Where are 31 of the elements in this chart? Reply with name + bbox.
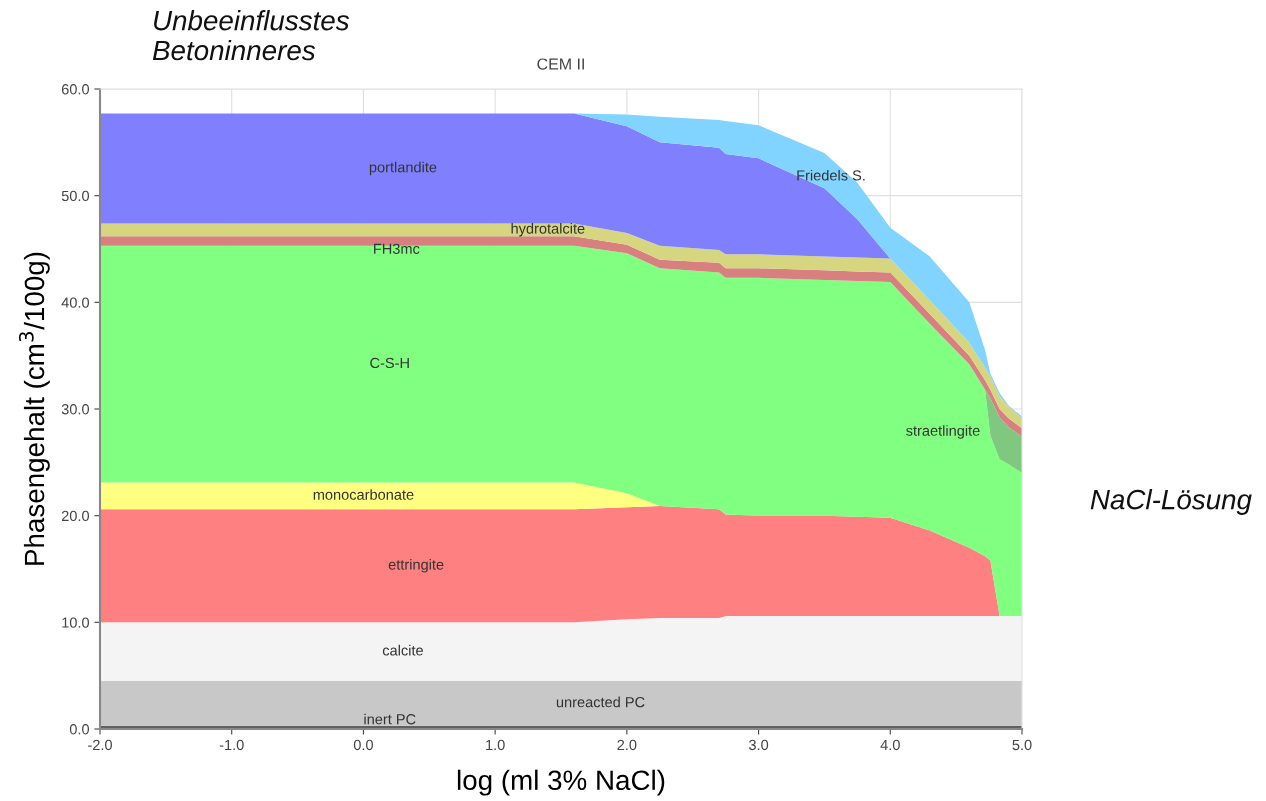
x-axis-title: log (ml 3% NaCl) [457,769,665,796]
y-axis-title: Phasengehalt (cm$^{3}$/100g) [18,252,50,565]
y-tick-label: 60.0 [61,84,90,95]
series-label: hydrotalcite [511,223,585,237]
chart-title: CEM II [537,58,584,70]
x-tick-label: 5.0 [1012,739,1032,751]
series-label: C-S-H [370,357,409,369]
series-label: Friedels S. [797,169,865,181]
x-tick-label: 1.0 [486,739,505,751]
series-label: portlandite [369,161,437,176]
x-tick-label: 2.0 [617,739,637,751]
y-tick-label: 40.0 [61,297,90,308]
y-tick-label: 50.0 [61,190,90,202]
series-label: FH3mc [374,243,420,254]
x-tick-label: -1.0 [219,739,244,751]
y-tick-label: 30.0 [61,404,90,415]
y-tick-label: 20.0 [61,510,90,522]
series-label: unreacted PC [556,696,645,708]
x-tick-label: -2.0 [88,739,112,751]
x-tick-label: 3.0 [748,739,769,751]
series-label: straetlingite [906,425,980,439]
series-label: inert PC [364,713,416,725]
series-label: monocarbonate [313,489,414,500]
y-tick-label: 10.0 [62,617,90,628]
text: Unbeeinflusstes Betoninneres [152,10,350,61]
x-tick-label: 0.0 [353,739,373,751]
y-tick-label: 0.0 [69,724,90,735]
x-tick-label: 4.0 [880,739,900,751]
series-label: ettringite [388,559,444,573]
text: NaCl-Lösung [1090,489,1252,515]
series-label: calcite [382,644,423,656]
